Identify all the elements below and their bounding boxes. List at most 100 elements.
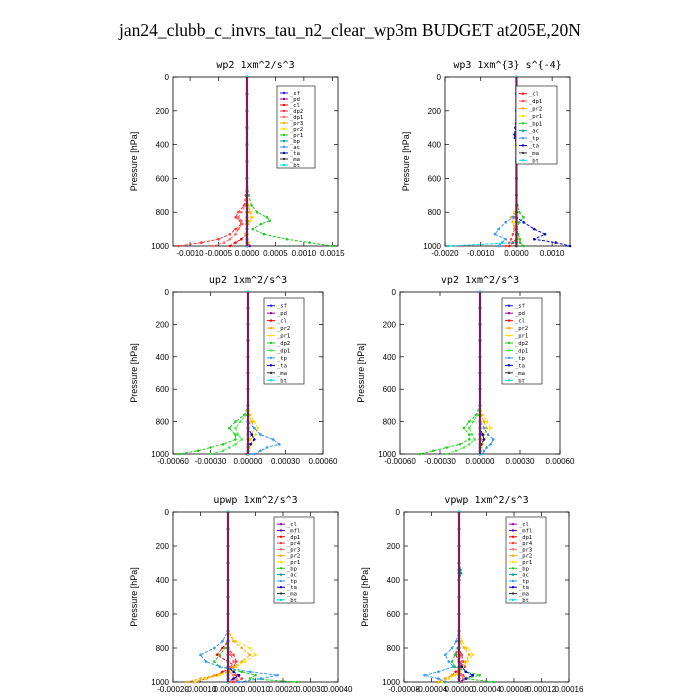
data-point xyxy=(211,244,215,248)
data-point xyxy=(217,237,220,241)
series-line-bt xyxy=(448,77,517,247)
data-point xyxy=(522,244,525,248)
data-point xyxy=(240,646,244,650)
x-tick-label: 0.00000 xyxy=(234,457,263,466)
legend-label: _mfl xyxy=(287,528,300,534)
data-point xyxy=(445,452,449,456)
legend-marker xyxy=(269,379,273,382)
data-point xyxy=(462,446,466,449)
data-point xyxy=(473,438,477,441)
data-point xyxy=(485,426,489,430)
data-point xyxy=(200,241,203,244)
data-point xyxy=(437,670,440,674)
y-tick-label: 800 xyxy=(428,208,442,217)
panel-title: vpwp 1xm^2/s^3 xyxy=(444,495,528,506)
data-point xyxy=(437,677,440,680)
data-point xyxy=(464,670,468,674)
data-point xyxy=(232,639,235,643)
legend-box xyxy=(515,85,558,165)
data-point xyxy=(259,677,263,680)
plot-frame xyxy=(172,76,339,247)
legend-marker xyxy=(282,121,286,125)
data-point xyxy=(199,677,202,680)
legend-marker xyxy=(269,326,273,330)
data-point xyxy=(461,677,465,680)
data-point xyxy=(224,646,227,650)
legend-marker xyxy=(511,541,515,545)
data-point xyxy=(235,639,238,643)
data-point xyxy=(472,420,475,423)
legend-marker xyxy=(511,554,515,557)
data-point xyxy=(295,680,299,684)
series-line-pr2 xyxy=(186,512,251,683)
legend-label: _pr2 xyxy=(287,554,300,560)
data-point xyxy=(248,646,252,650)
y-axis-label: Pressure [hPa] xyxy=(129,132,139,192)
x-tick-label: 0.00000 xyxy=(214,685,243,694)
data-point xyxy=(234,420,237,423)
legend-label: _pr2 xyxy=(515,326,528,332)
legend-label: _ta xyxy=(515,363,525,369)
y-tick-label: 1000 xyxy=(151,450,169,459)
data-point xyxy=(256,426,260,430)
x-tick-label: -0.0010 xyxy=(467,249,495,258)
data-point xyxy=(489,443,493,446)
chart-panel-2: wp3 1xm^{3} s^{-4} Pressure [hPa] 0 200 400 6… xyxy=(401,60,572,258)
data-point xyxy=(516,237,520,241)
y-tick-label: 200 xyxy=(428,107,442,116)
legend-marker xyxy=(282,157,286,161)
legend-label: _sf xyxy=(277,304,287,310)
data-point xyxy=(454,670,457,674)
data-point xyxy=(533,237,536,241)
legend-label: _bp1 xyxy=(529,121,542,127)
data-point xyxy=(482,426,486,430)
data-point xyxy=(268,219,272,222)
series-line-tp xyxy=(479,292,494,455)
data-point xyxy=(228,232,232,236)
legend-label: _tp xyxy=(529,136,539,142)
legend-marker xyxy=(511,529,515,532)
legend-label: _pr2 xyxy=(519,554,532,560)
y-tick-label: 800 xyxy=(383,418,397,427)
data-point xyxy=(221,443,225,446)
legend-label: _pr1 xyxy=(519,560,532,566)
x-tick-label: -0.00020 xyxy=(157,685,189,694)
legend-marker xyxy=(511,579,515,583)
data-point xyxy=(241,222,244,226)
data-point xyxy=(444,677,447,680)
data-point xyxy=(221,646,224,650)
data-point xyxy=(278,443,281,446)
legend-marker xyxy=(507,304,511,307)
legend-marker xyxy=(507,356,511,360)
data-point xyxy=(234,232,237,236)
legend-label: _dp1 xyxy=(519,535,532,541)
data-point xyxy=(243,660,246,663)
legend-label: _cl xyxy=(290,103,300,109)
legend-label: _mfl xyxy=(519,528,532,534)
x-tick-label: 0.00030 xyxy=(296,685,325,694)
data-point xyxy=(209,452,212,456)
y-tick-label: 1000 xyxy=(151,678,169,687)
legend-label: _cl xyxy=(277,319,287,325)
legend-label: _pd xyxy=(515,311,525,317)
series-line-dp2 xyxy=(419,292,481,455)
x-tick-label: 0.0015 xyxy=(320,249,345,258)
y-tick-label: 400 xyxy=(428,141,442,150)
y-tick-label: 600 xyxy=(387,610,401,619)
legend: _cl_mfl_dp1_pr4_pr3_pr2_pr1_bp_ac_tp_ta_… xyxy=(273,516,315,604)
x-tick-label: -0.0010 xyxy=(176,249,204,258)
x-tick-label: -0.00010 xyxy=(185,685,217,694)
legend-label: _pr1 xyxy=(277,334,290,340)
data-point xyxy=(178,452,181,456)
legend-label: _bp xyxy=(287,566,297,572)
legend-marker xyxy=(282,145,286,149)
data-point xyxy=(454,449,458,453)
data-point xyxy=(265,446,269,449)
legend-label: _tp xyxy=(287,579,297,585)
legend-label: _pr3 xyxy=(519,547,532,553)
data-point xyxy=(236,433,240,436)
data-point xyxy=(218,653,222,657)
legend-marker xyxy=(507,364,511,367)
data-point xyxy=(492,438,495,441)
data-point xyxy=(209,446,212,449)
